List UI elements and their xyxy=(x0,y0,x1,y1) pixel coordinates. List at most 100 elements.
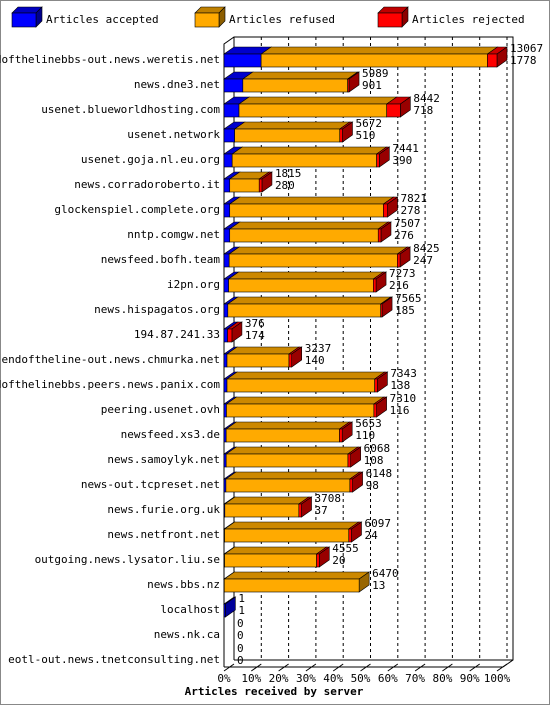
category-label: news.samoylyk.net xyxy=(107,453,220,466)
bar-segment xyxy=(223,596,237,618)
bar-segment xyxy=(372,396,388,418)
legend-swatch xyxy=(11,12,37,28)
offered-label: 7441 xyxy=(392,142,419,155)
tick-mark xyxy=(360,663,371,672)
accepted-label: 390 xyxy=(392,154,412,167)
category-label: news.netfront.net xyxy=(107,528,220,541)
bar-segment xyxy=(223,546,328,568)
category-label: newsfeed.xs3.de xyxy=(121,428,220,441)
category-label: news-out.tcpreset.net xyxy=(81,478,220,491)
bar-face xyxy=(241,71,359,80)
offered-label: 5989 xyxy=(362,67,389,80)
bar-segment xyxy=(231,146,388,168)
accepted-label: 247 xyxy=(413,254,433,267)
accepted-label: 174 xyxy=(245,329,265,342)
offered-label: 3708 xyxy=(315,492,342,505)
category-label: i2pn.org xyxy=(167,278,220,291)
accepted-label: 276 xyxy=(394,229,414,242)
bar-face xyxy=(487,53,498,68)
bar-face xyxy=(223,253,230,268)
bar-segment xyxy=(225,396,385,418)
bar-face xyxy=(347,453,351,468)
offered-label: 7343 xyxy=(390,367,417,380)
bar-face xyxy=(339,428,343,443)
bar-face xyxy=(231,146,388,155)
bar-segment xyxy=(315,546,331,568)
bar-segment xyxy=(396,246,412,268)
offered-label: 376 xyxy=(245,317,265,330)
accepted-label: 116 xyxy=(390,404,410,417)
bar-face xyxy=(223,103,240,118)
bar-face xyxy=(298,503,302,518)
bar-face xyxy=(223,428,227,443)
accepted-label: 140 xyxy=(305,354,325,367)
bar-face xyxy=(227,328,233,343)
category-label: eotl-out.news.tnetconsulting.net xyxy=(8,653,220,666)
legend-label: Articles accepted xyxy=(46,13,159,26)
category-label: outgoing.news.lysator.liu.se xyxy=(35,553,220,566)
bar-face xyxy=(316,553,320,568)
bar-segment xyxy=(347,521,363,543)
bar-face xyxy=(223,178,231,193)
accepted-label: 1778 xyxy=(510,54,537,67)
bar-face xyxy=(223,603,226,618)
bar-face xyxy=(228,196,395,205)
category-label: endofthelinebbs.peers.news.panix.com xyxy=(0,378,220,391)
offered-label: 13067 xyxy=(510,42,543,55)
offered-label: 0 xyxy=(237,617,244,630)
bar-face xyxy=(228,221,390,230)
bar-face xyxy=(238,103,388,118)
tick-mark xyxy=(469,663,480,672)
x-tick-label: 0% xyxy=(217,672,231,685)
bar-face xyxy=(223,353,228,368)
bar-segment xyxy=(223,496,310,518)
bar-face xyxy=(223,403,227,418)
bar-face xyxy=(229,178,260,193)
bar-face xyxy=(238,96,398,105)
bar-face xyxy=(223,228,231,243)
category-label: localhost xyxy=(160,603,220,616)
tick-mark xyxy=(496,663,508,672)
category-label: newsfeed.bofh.team xyxy=(101,253,221,266)
offered-label: 7821 xyxy=(401,192,428,205)
tick-mark xyxy=(332,663,344,672)
bar-face xyxy=(224,528,350,543)
accepted-label: 1 xyxy=(238,604,245,617)
accepted-label: 138 xyxy=(390,379,410,392)
x-tick-label: 50% xyxy=(351,672,371,685)
offered-label: 8425 xyxy=(413,242,440,255)
accepted-label: 20 xyxy=(332,554,345,567)
offered-label: 7310 xyxy=(390,392,417,405)
category-label: news.corradoroberto.it xyxy=(74,178,220,191)
bar-face xyxy=(226,353,290,368)
bar-segment xyxy=(486,46,508,68)
bar-face xyxy=(380,303,383,318)
bar-face xyxy=(386,103,401,118)
x-tick-label: 70% xyxy=(405,672,425,685)
bar-face xyxy=(225,446,359,455)
bar-segment xyxy=(228,221,390,243)
bar-face xyxy=(383,203,388,218)
legend-swatch xyxy=(194,12,220,28)
accepted-label: 280 xyxy=(275,179,295,192)
offered-label: 4555 xyxy=(332,542,359,555)
tick-mark xyxy=(223,663,235,672)
bar-segment xyxy=(346,446,362,468)
category-label: usenet.network xyxy=(127,128,220,141)
bar-face xyxy=(229,228,379,243)
category-label: nntp.comgw.net xyxy=(127,228,220,241)
bar-face xyxy=(223,453,227,468)
category-label: news.bbs.nz xyxy=(147,578,220,591)
bar-segment xyxy=(233,121,351,143)
bar-face xyxy=(225,396,385,405)
bar-segment xyxy=(338,421,354,443)
plot-wall xyxy=(223,36,514,668)
bar-face xyxy=(377,228,382,243)
bar-segment xyxy=(348,471,364,493)
category-label: news.nk.ca xyxy=(154,628,220,641)
accepted-label: 718 xyxy=(413,104,433,117)
offered-label: 5653 xyxy=(355,417,382,430)
bar-face xyxy=(225,421,351,430)
bar-segment xyxy=(379,296,394,318)
category-label: news.furie.org.uk xyxy=(107,503,220,516)
